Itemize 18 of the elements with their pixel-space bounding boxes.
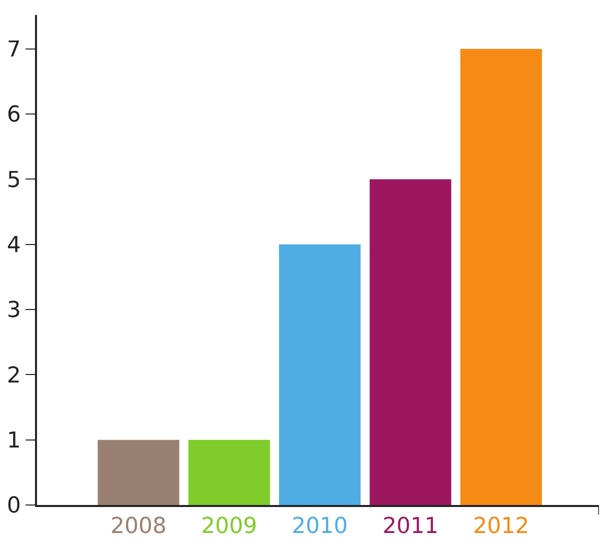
y-tick-label: 3 bbox=[6, 298, 21, 324]
bar bbox=[279, 244, 361, 505]
y-tick-label: 6 bbox=[6, 102, 21, 128]
x-tick-label: 2009 bbox=[201, 514, 258, 540]
x-tick-label: 2010 bbox=[292, 514, 348, 540]
bar bbox=[188, 440, 270, 505]
y-tick-label: 0 bbox=[6, 494, 21, 519]
y-tick-label: 7 bbox=[6, 38, 21, 63]
bar bbox=[98, 440, 180, 505]
bar bbox=[460, 48, 542, 505]
y-tick-label: 5 bbox=[6, 168, 21, 193]
y-tick-label: 2 bbox=[6, 363, 21, 388]
y-tick-label: 4 bbox=[6, 233, 21, 258]
bar bbox=[370, 179, 452, 505]
y-tick-label: 1 bbox=[6, 428, 21, 454]
x-tick-label: 2011 bbox=[382, 514, 438, 540]
x-tick-label: 2012 bbox=[473, 514, 530, 540]
x-tick-label: 2008 bbox=[110, 514, 167, 540]
